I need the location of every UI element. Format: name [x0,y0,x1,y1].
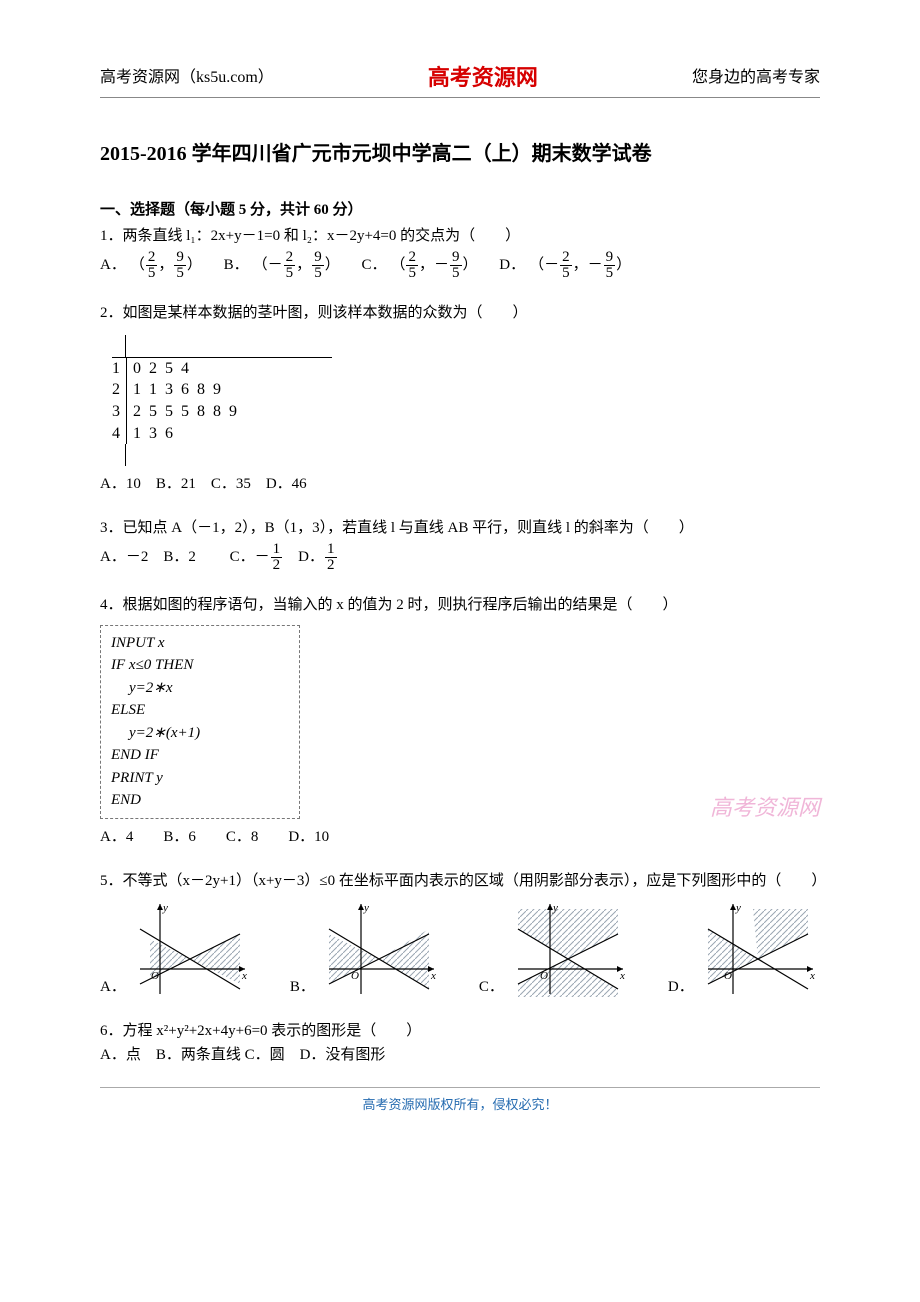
code-l2: IF x≤0 THEN [111,654,289,677]
question-3: 3．已知点 A（－1，2），B（1，3），若直线 l 与直线 AB 平行，则直线… [100,516,820,573]
q6-text: 6．方程 x²+y²+2x+4y+6=0 表示的图形是（ ） [100,1019,820,1043]
svg-text:y: y [162,902,168,914]
svg-text:O: O [540,970,548,982]
stem-leaf-plot: 10 2 5 4 21 1 3 6 8 9 32 5 5 5 8 8 9 41 … [112,335,820,466]
q3-D: D． [298,549,324,565]
svg-text:x: x [809,970,815,982]
exam-title: 2015-2016 学年四川省广元市元坝中学高二（上）期末数学试卷 [100,138,820,170]
code-l7: PRINT y [111,767,289,790]
code-l5: y=2∗(x+1) [111,722,289,745]
question-6: 6．方程 x²+y²+2x+4y+6=0 表示的图形是（ ） A．点 B．两条直… [100,1019,820,1067]
page-footer: 高考资源网版权所有，侵权必究！ [100,1087,820,1118]
svg-text:x: x [430,970,436,982]
watermark: 高考资源网 [710,790,820,825]
q2-options: A．10 B．21 C．35 D．46 [100,472,820,496]
q5-C-label: C． [479,975,504,999]
q3-text: 3．已知点 A（－1，2），B（1，3），若直线 l 与直线 AB 平行，则直线… [100,516,820,540]
code-l1: INPUT x [111,632,289,655]
svg-text:O: O [151,970,159,982]
code-box: INPUT x IF x≤0 THEN y=2∗x ELSE y=2∗(x+1)… [100,625,300,819]
code-l4: ELSE [111,699,289,722]
q6-options: A．点 B．两条直线 C．圆 D．没有图形 [100,1043,820,1067]
q5-graph-C: y x O [508,899,628,999]
q5-graph-A: y x O [130,899,250,999]
header-right: 您身边的高考专家 [692,65,820,91]
svg-text:y: y [552,902,558,914]
section-1-title: 一、选择题（每小题 5 分，共计 60 分） [100,198,820,222]
question-5: 5．不等式（x－2y+1）（x+y－3）≤0 在坐标平面内表示的区域（用阴影部分… [100,869,820,999]
q5-graph-B: y x O [319,899,439,999]
q1-A: A． [100,253,126,277]
q1-C: C． [361,253,386,277]
footer-text: 高考资源网版权所有，侵权必究！ [362,1097,557,1112]
q5-text: 5．不等式（x－2y+1）（x+y－3）≤0 在坐标平面内表示的区域（用阴影部分… [100,869,820,893]
svg-text:O: O [724,970,732,982]
q5-B-label: B． [290,975,315,999]
q5-D-label: D． [668,975,694,999]
code-l8: END [111,789,289,812]
svg-text:y: y [363,902,369,914]
svg-text:x: x [241,970,247,982]
q1-B: B． [224,253,249,277]
q4-text: 4．根据如图的程序语句，当输入的 x 的值为 2 时，则执行程序后输出的结果是（… [100,593,820,617]
q3-B: B．2 [163,549,196,565]
q3-A: A．－2 [100,549,148,565]
q5-A-label: A． [100,975,126,999]
code-l3: y=2∗x [111,677,289,700]
question-4: 4．根据如图的程序语句，当输入的 x 的值为 2 时，则执行程序后输出的结果是（… [100,593,820,849]
header-center-logo: 高考资源网 [428,60,538,95]
q3-options: A．－2 B．2 C．－12 D．12 [100,542,820,573]
question-1: 1．两条直线 l₁：2x+y－1=0 和 l₂：x－2y+4=0 的交点为（ ）… [100,224,820,281]
svg-text:x: x [619,970,625,982]
q4-options: A．4 B．6 C．8 D．10 [100,825,820,849]
q3-C: C．－ [230,549,270,565]
svg-text:O: O [351,970,359,982]
svg-text:y: y [735,902,741,914]
q5-graphs: A． y x O B． [100,899,820,999]
q1-text: 1．两条直线 l₁：2x+y－1=0 和 l₂：x－2y+4=0 的交点为（ ） [100,224,820,248]
q2-text: 2．如图是某样本数据的茎叶图，则该样本数据的众数为（ ） [100,301,820,325]
header-left: 高考资源网（ks5u.com） [100,65,274,91]
page-header: 高考资源网（ks5u.com） 高考资源网 您身边的高考专家 [100,60,820,98]
q1-options: A．（25，95） B．（－25，95） C．（25，－95） D．（－25，－… [100,250,820,281]
code-l6: END IF [111,744,289,767]
question-2: 2．如图是某样本数据的茎叶图，则该样本数据的众数为（ ） 10 2 5 4 21… [100,301,820,496]
q5-graph-D: y x O [698,899,818,999]
q1-D: D． [499,253,525,277]
